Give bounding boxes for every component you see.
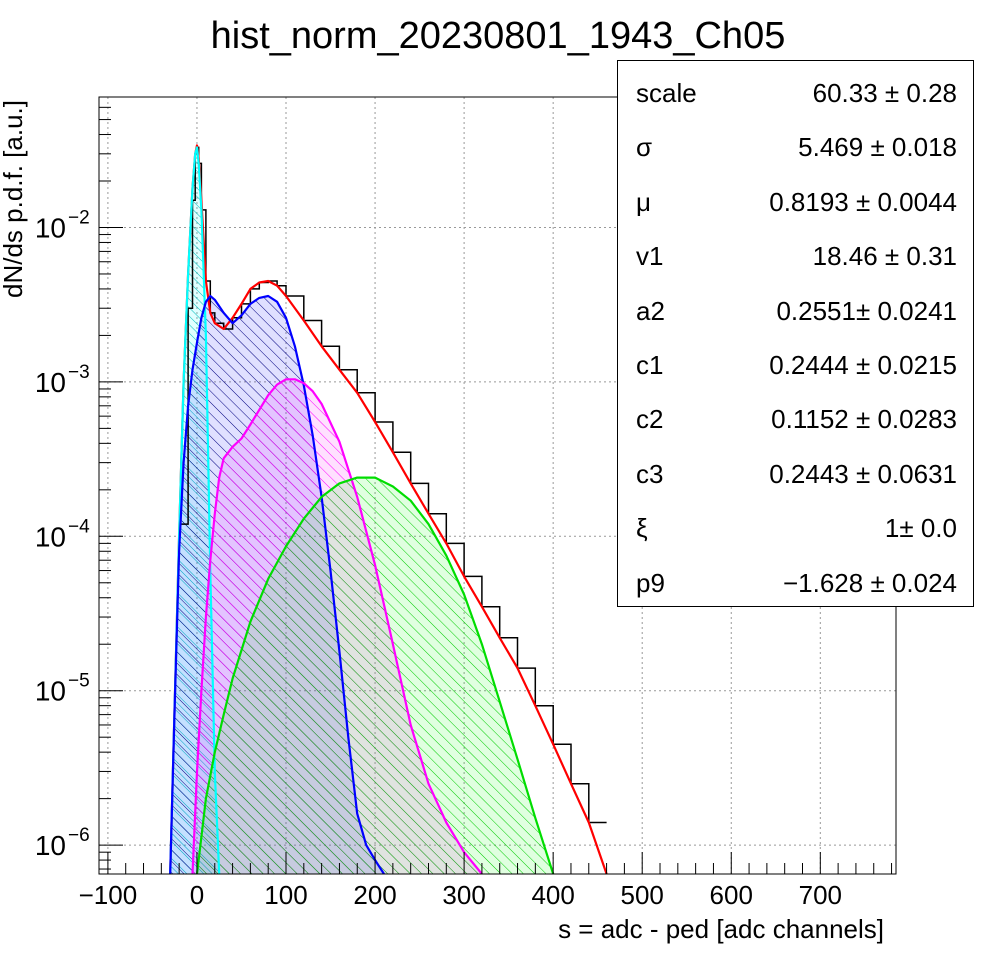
x-tick-label: 100 bbox=[264, 880, 307, 910]
component-blue-curve bbox=[169, 294, 385, 874]
fit-param-value: 60.33 ± 0.28 bbox=[812, 78, 957, 108]
y-axis-label: dN/ds p.d.f. [a.u.] bbox=[0, 100, 28, 298]
fit-param-row: a2 0.2551± 0.0241 bbox=[618, 282, 973, 336]
fit-param-row: c3 0.2443 ± 0.0631 bbox=[618, 445, 973, 499]
fit-param-row: v1 18.46 ± 0.31 bbox=[618, 227, 973, 281]
x-tick-label: 400 bbox=[531, 880, 574, 910]
fit-param-value: 0.2444 ± 0.0215 bbox=[769, 350, 957, 380]
fit-param-value: 0.2551± 0.0241 bbox=[776, 295, 957, 326]
fit-component-fills bbox=[170, 147, 554, 874]
y-tick-label: 10 bbox=[35, 676, 66, 707]
x-tick-label: −100 bbox=[79, 880, 138, 910]
x-tick-label: 200 bbox=[353, 880, 396, 910]
fit-param-name: p9 bbox=[636, 567, 665, 598]
fit-param-value: 5.469 ± 0.018 bbox=[798, 132, 957, 163]
x-tick-label: 500 bbox=[621, 880, 664, 910]
fit-param-name: a2 bbox=[636, 295, 665, 326]
y-tick-label: 10 bbox=[35, 521, 66, 552]
component-magenta-curve bbox=[191, 378, 483, 874]
fit-param-row: p9 −1.628 ± 0.024 bbox=[618, 554, 973, 608]
fit-param-row: σ 5.469 ± 0.018 bbox=[618, 118, 973, 172]
fit-param-row: c2 0.1152 ± 0.0283 bbox=[618, 390, 973, 444]
chart-title: hist_norm_20230801_1943_Ch05 bbox=[211, 15, 786, 57]
fit-param-name: μ bbox=[636, 186, 651, 217]
fit-param-row: scale 60.33 ± 0.28 bbox=[618, 64, 973, 118]
y-tick-exponent: −3 bbox=[68, 362, 90, 383]
y-tick-label: 10 bbox=[35, 367, 66, 398]
x-tick-label: 700 bbox=[799, 880, 842, 910]
fit-param-value: −1.628 ± 0.024 bbox=[782, 567, 957, 598]
y-tick-exponent: −4 bbox=[68, 516, 90, 537]
fit-param-value: 1± 0.0 bbox=[884, 513, 957, 544]
fit-param-name: c2 bbox=[636, 404, 664, 435]
fit-param-value: 18.46 ± 0.31 bbox=[812, 241, 957, 272]
fit-param-name: scale bbox=[636, 78, 697, 108]
fit-param-value: 0.2443 ± 0.0631 bbox=[769, 458, 957, 489]
component-green-hatch bbox=[197, 477, 554, 874]
x-tick-label: 600 bbox=[710, 880, 753, 910]
y-tick-exponent: −6 bbox=[68, 825, 90, 846]
fit-param-value: 0.1152 ± 0.0283 bbox=[771, 404, 957, 435]
fit-param-name: c3 bbox=[636, 458, 664, 489]
fit-parameters-box: scale 60.33 ± 0.28 σ 5.469 ± 0.018 μ 0.8193 ±… bbox=[617, 60, 974, 607]
x-axis-label: s = adc - ped [adc channels] bbox=[558, 914, 884, 944]
fit-param-name: ξ bbox=[636, 513, 648, 544]
y-tick-label: 10 bbox=[35, 212, 66, 243]
x-tick-label: 0 bbox=[190, 880, 204, 910]
y-tick-exponent: −5 bbox=[68, 671, 90, 692]
fit-curves bbox=[169, 144, 608, 874]
fit-param-row: μ 0.8193 ± 0.0044 bbox=[618, 173, 973, 227]
fit-param-name: c1 bbox=[636, 350, 664, 380]
component-green-curve bbox=[195, 476, 555, 874]
y-axis-ticks: 10−210−310−410−510−6 bbox=[35, 96, 123, 870]
x-axis-ticks: −100 0 100 200 300 400 500 600 700 bbox=[79, 852, 893, 910]
x-tick-label: 300 bbox=[442, 880, 485, 910]
fit-param-name: σ bbox=[636, 132, 653, 163]
fit-param-value: 0.8193 ± 0.0044 bbox=[769, 186, 957, 217]
y-tick-label: 10 bbox=[35, 830, 66, 861]
fit-param-name: v1 bbox=[636, 241, 664, 272]
fit-param-row: ξ 1± 0.0 bbox=[618, 499, 973, 553]
fit-param-row: c1 0.2444 ± 0.0215 bbox=[618, 336, 973, 390]
y-tick-exponent: −2 bbox=[68, 207, 90, 228]
